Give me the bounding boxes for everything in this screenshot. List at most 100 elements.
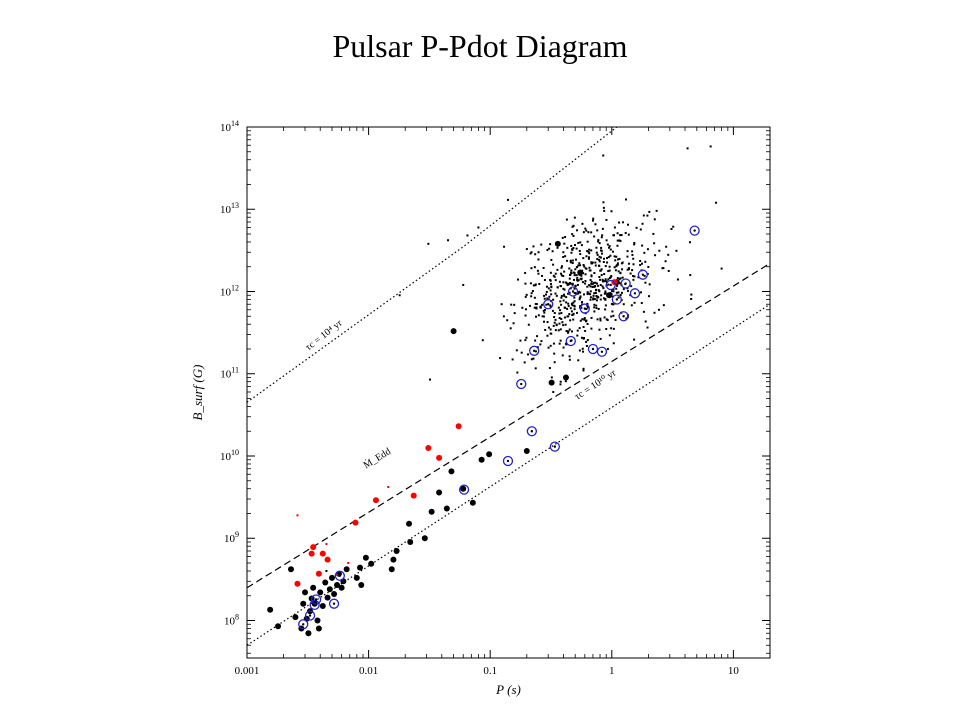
pulsar-point — [534, 350, 537, 353]
pulsar-point — [590, 249, 593, 252]
pulsar-point — [595, 307, 598, 310]
pulsar-point — [576, 283, 579, 286]
pulsar-point — [582, 257, 585, 260]
pulsar-point — [655, 209, 658, 212]
pulsar-point — [555, 324, 558, 327]
pulsar-point — [612, 314, 615, 317]
pulsar-point — [541, 315, 544, 318]
pulsar-point — [605, 279, 616, 291]
pulsar-point — [572, 278, 575, 281]
pulsar-point — [562, 256, 565, 259]
pulsar-point — [622, 288, 625, 291]
pulsar-point — [596, 258, 599, 261]
pulsar-point — [607, 283, 610, 286]
pulsar-point — [653, 311, 656, 314]
pulsar-point — [527, 323, 530, 326]
pulsar-point — [554, 272, 557, 275]
pulsar-point — [585, 340, 588, 343]
pulsar-point — [564, 342, 567, 345]
pulsar-point — [534, 284, 537, 287]
pulsar-point — [609, 254, 612, 257]
pulsar-point — [594, 292, 597, 295]
pulsar-point — [689, 274, 692, 277]
pulsar-point — [580, 306, 583, 309]
pulsar-point — [590, 280, 593, 283]
pulsar-point — [543, 279, 546, 282]
pulsar-point — [583, 265, 586, 268]
pulsar-point — [358, 582, 365, 589]
pulsar-point — [605, 328, 608, 331]
pulsar-point — [604, 278, 607, 281]
pulsar-point — [275, 623, 282, 630]
pulsar-point — [562, 293, 565, 296]
y-tick-label: 1012 — [220, 283, 239, 298]
y-tick-label: 1014 — [220, 119, 239, 134]
pulsar-point — [570, 310, 573, 313]
pulsar-point — [630, 304, 633, 307]
pulsar-point — [592, 298, 595, 301]
pulsar-point — [613, 226, 616, 229]
pulsar-point — [336, 573, 339, 576]
pulsar-point — [648, 210, 651, 213]
pulsar-point — [622, 303, 625, 306]
pulsar-point — [569, 319, 572, 322]
pulsar-point — [627, 267, 630, 270]
pulsar-point — [565, 301, 568, 304]
pulsar-point — [616, 284, 619, 287]
pulsar-point — [577, 269, 584, 276]
pulsar-point — [589, 290, 592, 293]
pulsar-point — [549, 344, 552, 347]
pulsar-point — [667, 269, 670, 272]
pulsar-point — [553, 321, 556, 324]
pulsar-point — [643, 274, 646, 277]
pulsar-point — [589, 285, 592, 288]
pulsar-point — [632, 257, 635, 260]
pulsar-point — [539, 306, 542, 309]
pulsar-point — [600, 268, 603, 271]
pulsar-point — [533, 296, 536, 299]
pulsar-point — [614, 269, 617, 272]
pulsar-point — [598, 264, 601, 267]
pulsar-point — [587, 256, 590, 259]
pulsar-point — [546, 297, 549, 300]
pulsar-point — [523, 361, 526, 364]
pulsar-point — [549, 243, 552, 246]
pulsar-point — [612, 327, 615, 330]
pulsar-point — [582, 337, 585, 340]
pulsar-point — [560, 294, 563, 297]
pulsar-point — [540, 243, 543, 246]
pulsar-point — [559, 300, 562, 303]
pulsar-point — [583, 317, 586, 320]
pulsar-point — [535, 303, 538, 306]
pulsar-point — [552, 390, 555, 393]
pulsar-point — [536, 269, 539, 272]
pulsar-point — [585, 229, 588, 232]
pulsar-point — [632, 278, 635, 281]
pulsar-point — [568, 355, 571, 358]
pulsar-point — [626, 250, 629, 253]
pulsar-point — [657, 308, 660, 311]
pulsar-point — [572, 313, 575, 316]
pulsar-point — [565, 335, 576, 347]
pulsar-point — [675, 249, 678, 252]
pulsar-point — [580, 277, 583, 280]
pulsar-point — [300, 600, 307, 607]
pulsar-point — [534, 302, 537, 305]
pulsar-point — [594, 261, 597, 264]
pulsar-point — [597, 307, 600, 310]
pulsar-point — [429, 378, 432, 381]
pulsar-point — [670, 228, 673, 231]
pulsar-point — [606, 261, 609, 264]
pulsar-point — [543, 299, 554, 310]
pulsar-point — [600, 294, 603, 297]
y-tick-label: 1013 — [220, 201, 239, 216]
pulsar-point — [586, 285, 589, 288]
pulsar-point — [610, 275, 613, 278]
pulsar-point — [581, 347, 584, 350]
pulsar-point — [553, 361, 556, 364]
pulsar-point — [477, 226, 480, 229]
pulsar-point — [545, 290, 548, 293]
pulsar-point — [539, 305, 542, 308]
pulsar-point — [513, 303, 516, 306]
